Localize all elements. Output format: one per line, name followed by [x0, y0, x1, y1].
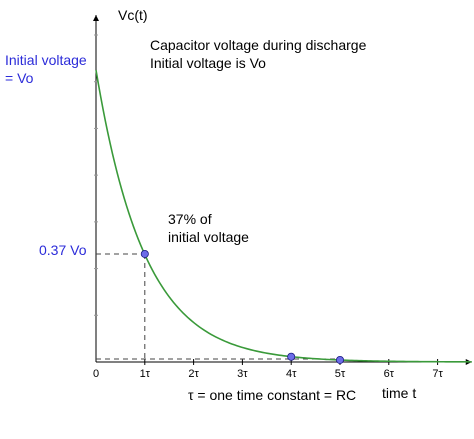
- x-axis-label: time t: [382, 385, 417, 401]
- x-tick-label: 7τ: [432, 368, 443, 380]
- x-tick-label: 2τ: [188, 368, 199, 380]
- discharge-curve: [95, 69, 472, 363]
- data-point-1: [140, 249, 149, 258]
- x-tick-label: 6τ: [384, 368, 395, 380]
- data-points: [140, 249, 344, 364]
- annotation-line-2: initial voltage: [168, 229, 249, 245]
- chart-title-line-1: Capacitor voltage during discharge: [150, 37, 367, 53]
- initial-voltage-label-line-2: = Vo: [5, 70, 34, 86]
- chart-title-line-2: Initial voltage is Vo: [150, 55, 266, 71]
- dashed-guides: [96, 253, 340, 362]
- time-constant-footnote: τ = one time constant = RC: [188, 387, 357, 403]
- y-axis-arrow: [93, 15, 99, 21]
- discharge-curve-group: [95, 69, 472, 363]
- data-point-2: [287, 352, 296, 361]
- x-tick-label: 4τ: [286, 368, 297, 380]
- x-tick-label: 3τ: [237, 368, 248, 380]
- data-point-3: [335, 355, 344, 364]
- x-tick-label: 5τ: [335, 368, 346, 380]
- x-tick-labels: 0 1τ 2τ 3τ 4τ 5τ 6τ 7τ: [93, 368, 444, 380]
- x-tick-label: 1τ: [140, 368, 151, 380]
- x-tick-label: 0: [93, 368, 99, 380]
- y-axis-label: Vc(t): [118, 7, 148, 23]
- annotation-line-1: 37% of: [168, 211, 212, 227]
- initial-voltage-label-line-1: Initial voltage: [5, 52, 87, 68]
- y-marker-label: 0.37 Vo: [39, 242, 87, 258]
